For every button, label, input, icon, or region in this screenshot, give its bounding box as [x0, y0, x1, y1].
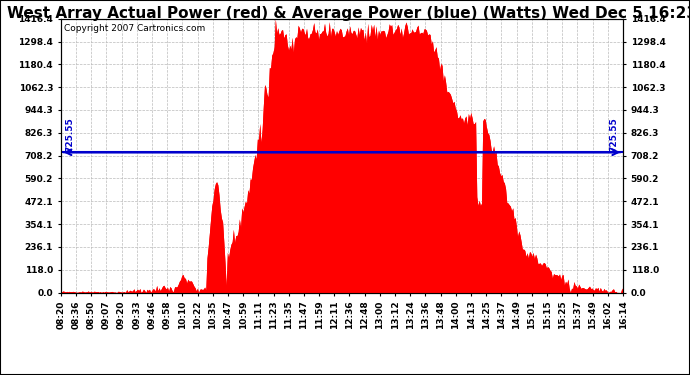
Text: 725.55: 725.55 — [66, 117, 75, 152]
Text: West Array Actual Power (red) & Average Power (blue) (Watts) Wed Dec 5 16:23: West Array Actual Power (red) & Average … — [7, 6, 690, 21]
Text: 725.55: 725.55 — [609, 117, 618, 152]
Text: Copyright 2007 Cartronics.com: Copyright 2007 Cartronics.com — [63, 24, 205, 33]
